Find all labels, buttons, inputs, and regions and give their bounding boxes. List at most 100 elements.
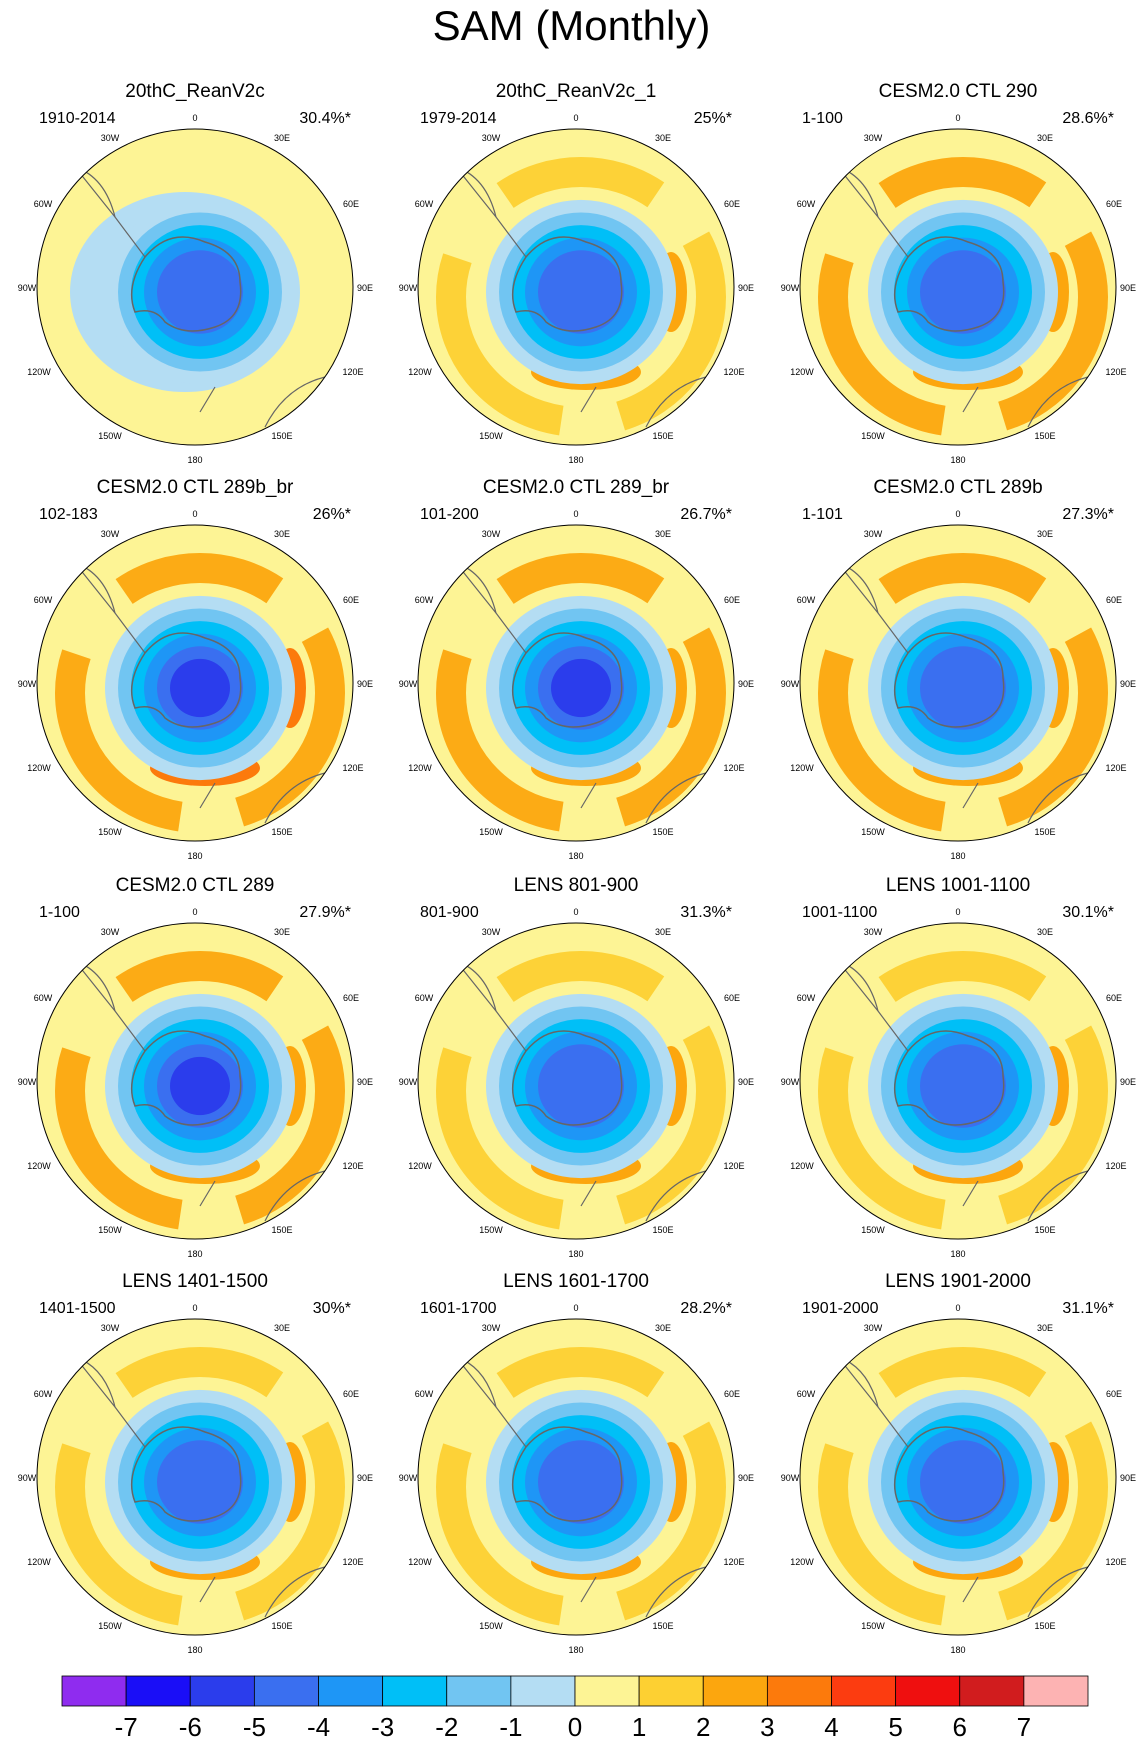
map-field bbox=[418, 525, 734, 841]
positive-anomaly-band bbox=[55, 951, 345, 1231]
antarctica-coastline bbox=[130, 236, 242, 332]
colorbar-swatch bbox=[318, 1675, 384, 1707]
colorbar: -7 -6 -5 -4 -3 -2 -1 0 1 2 3 4 5 6 7 bbox=[61, 1675, 1089, 1738]
lon-label-60e: 60E bbox=[1106, 595, 1122, 605]
new-zealand-coastline bbox=[199, 1576, 216, 1603]
lon-label-30w: 30W bbox=[864, 1323, 883, 1333]
new-zealand-coastline bbox=[962, 782, 979, 809]
panel-variance: 27.9%* bbox=[299, 904, 351, 921]
colorbar-swatch bbox=[638, 1675, 704, 1707]
antarctica-coastline bbox=[893, 632, 1005, 728]
colorbar-swatch bbox=[702, 1675, 768, 1707]
lon-label-90w: 90W bbox=[781, 1473, 800, 1483]
lon-label-0: 0 bbox=[573, 509, 578, 519]
colorbar-tick-label: 6 bbox=[953, 1712, 967, 1738]
antarctica-coastline bbox=[893, 236, 1005, 332]
antarctica-coastline bbox=[130, 1030, 242, 1126]
lon-label-90e: 90E bbox=[738, 283, 754, 293]
panel-period: 1-100 bbox=[39, 904, 80, 921]
map-field bbox=[418, 1319, 734, 1635]
lon-label-120e: 120E bbox=[1105, 1161, 1126, 1171]
lon-label-120e: 120E bbox=[342, 1161, 363, 1171]
panel-variance: 25%* bbox=[694, 110, 732, 127]
panel-title: LENS 1601-1700 bbox=[503, 1271, 649, 1292]
positive-anomaly-band bbox=[818, 1347, 1108, 1627]
panel-title: LENS 1001-1100 bbox=[886, 875, 1030, 896]
antarctica-coastline bbox=[511, 1426, 623, 1522]
lon-label-120w: 120W bbox=[408, 367, 432, 377]
panel-title: LENS 801-900 bbox=[514, 875, 639, 896]
map-field bbox=[37, 129, 353, 445]
lon-label-60w: 60W bbox=[415, 199, 434, 209]
colorbar-swatch bbox=[574, 1675, 640, 1707]
positive-anomaly-band bbox=[818, 157, 1108, 437]
lon-label-180: 180 bbox=[568, 1645, 583, 1655]
low-contour-level bbox=[551, 658, 611, 718]
colorbar-tick-label: -7 bbox=[115, 1712, 138, 1738]
antarctica-coastline bbox=[511, 1030, 623, 1126]
lon-label-60w: 60W bbox=[797, 1389, 816, 1399]
australia-coastline bbox=[645, 1566, 707, 1618]
map-panel-6: CESM2.0 CTL 289b 1-101 27.3%* 0 180 90W 90E 30W… bbox=[781, 477, 1136, 861]
panel-period: 102-183 bbox=[39, 506, 98, 523]
map-field bbox=[800, 1319, 1116, 1635]
map-boundary bbox=[799, 128, 1117, 446]
lon-label-60w: 60W bbox=[415, 993, 434, 1003]
panel-variance: 28.6%* bbox=[1062, 110, 1114, 127]
colorbar-swatch bbox=[253, 1675, 319, 1707]
australia-coastline bbox=[264, 1170, 326, 1222]
lon-label-90e: 90E bbox=[357, 1473, 373, 1483]
new-zealand-coastline bbox=[199, 782, 216, 809]
lon-label-180: 180 bbox=[568, 1249, 583, 1259]
lon-label-90e: 90E bbox=[1120, 283, 1136, 293]
lon-label-30e: 30E bbox=[655, 133, 671, 143]
lon-label-150w: 150W bbox=[861, 1225, 885, 1235]
low-contour-level bbox=[157, 250, 243, 334]
lon-label-30e: 30E bbox=[655, 529, 671, 539]
antarctica-coastline bbox=[511, 236, 623, 332]
lon-label-150e: 150E bbox=[1034, 1225, 1055, 1235]
lon-label-60e: 60E bbox=[343, 595, 359, 605]
lon-label-60e: 60E bbox=[343, 1389, 359, 1399]
map-boundary bbox=[36, 922, 354, 1240]
lon-label-90e: 90E bbox=[1120, 679, 1136, 689]
australia-coastline bbox=[264, 376, 326, 428]
lon-label-0: 0 bbox=[573, 907, 578, 917]
australia-coastline bbox=[1027, 1170, 1089, 1222]
lon-label-90w: 90W bbox=[18, 283, 37, 293]
colorbar-swatch bbox=[766, 1675, 832, 1707]
low-contour-level bbox=[157, 1440, 243, 1524]
lon-label-60e: 60E bbox=[724, 1389, 740, 1399]
panel-period: 1901-2000 bbox=[802, 1300, 879, 1317]
lon-label-90w: 90W bbox=[781, 1077, 800, 1087]
positive-anomaly-band bbox=[436, 157, 726, 437]
colorbar-tick-label: -5 bbox=[243, 1712, 266, 1738]
lon-label-120w: 120W bbox=[408, 1161, 432, 1171]
lon-label-120e: 120E bbox=[1105, 763, 1126, 773]
lon-label-180: 180 bbox=[950, 1249, 965, 1259]
panel-period: 1979-2014 bbox=[420, 110, 497, 127]
panel-variance: 26%* bbox=[313, 506, 351, 523]
panel-title: CESM2.0 CTL 289b bbox=[873, 477, 1042, 498]
positive-anomaly-band bbox=[436, 951, 726, 1231]
lon-label-150w: 150W bbox=[861, 431, 885, 441]
lon-label-180: 180 bbox=[950, 455, 965, 465]
colorbar-tick-label: 2 bbox=[696, 1712, 710, 1738]
lon-label-30w: 30W bbox=[101, 927, 120, 937]
map-boundary bbox=[36, 128, 354, 446]
lon-label-90e: 90E bbox=[738, 1077, 754, 1087]
map-panel-1: 20thC_ReanV2c 1910-2014 30.4%* 0 180 90W 90E 30… bbox=[18, 81, 373, 465]
map-boundary bbox=[417, 524, 735, 842]
low-contour-level bbox=[920, 250, 1006, 334]
lon-label-90w: 90W bbox=[781, 679, 800, 689]
map-panel-3: CESM2.0 CTL 290 1-100 28.6%* 0 180 90W 90E 30W 3… bbox=[781, 81, 1136, 465]
lon-label-90w: 90W bbox=[18, 1077, 37, 1087]
lon-label-150w: 150W bbox=[98, 1621, 122, 1631]
australia-coastline bbox=[264, 1566, 326, 1618]
lon-label-180: 180 bbox=[568, 851, 583, 861]
lon-label-120e: 120E bbox=[342, 763, 363, 773]
map-field bbox=[418, 129, 734, 445]
lon-label-150e: 150E bbox=[1034, 431, 1055, 441]
